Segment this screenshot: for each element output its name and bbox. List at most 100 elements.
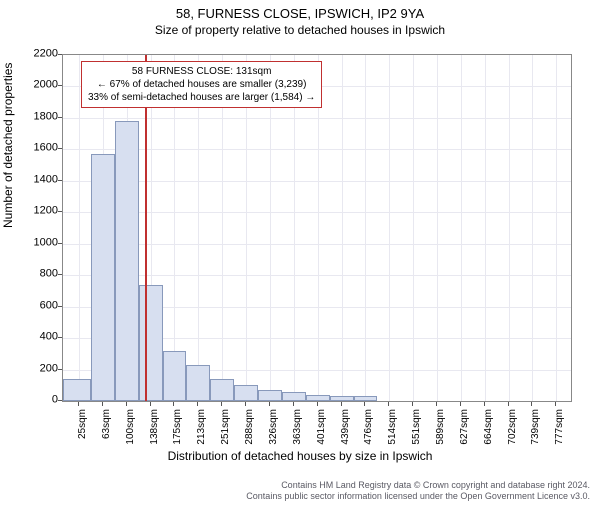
- xtick-mark: [126, 402, 127, 406]
- gridline-v: [342, 55, 343, 401]
- ytick-label: 1800: [18, 111, 58, 122]
- xtick-mark: [388, 402, 389, 406]
- ytick-mark: [58, 117, 62, 118]
- xtick-label: 739sqm: [531, 409, 541, 445]
- ytick-label: 200: [18, 363, 58, 374]
- histogram-bar: [330, 396, 354, 402]
- histogram-bar: [306, 395, 330, 401]
- y-axis-label: Number of detached properties: [1, 63, 15, 228]
- xtick-mark: [508, 402, 509, 406]
- gridline-v: [413, 55, 414, 401]
- xtick-label: 401sqm: [317, 409, 327, 445]
- xtick-mark: [293, 402, 294, 406]
- xtick-label: 251sqm: [221, 409, 231, 445]
- xtick-mark: [221, 402, 222, 406]
- gridline-v: [485, 55, 486, 401]
- xtick-mark: [150, 402, 151, 406]
- histogram-bar: [139, 285, 163, 401]
- xtick-label: 476sqm: [364, 409, 374, 445]
- ytick-mark: [58, 54, 62, 55]
- xtick-mark: [531, 402, 532, 406]
- xtick-label: 25sqm: [78, 409, 88, 439]
- histogram-bar: [186, 365, 210, 401]
- xtick-label: 664sqm: [484, 409, 494, 445]
- chart-title: 58, FURNESS CLOSE, IPSWICH, IP2 9YA: [0, 6, 600, 21]
- ytick-label: 600: [18, 300, 58, 311]
- xtick-label: 777sqm: [555, 409, 565, 445]
- ytick-mark: [58, 369, 62, 370]
- chart-subtitle: Size of property relative to detached ho…: [0, 23, 600, 37]
- xtick-label: 439sqm: [341, 409, 351, 445]
- histogram-bar: [210, 379, 234, 401]
- gridline-v: [437, 55, 438, 401]
- ytick-label: 2000: [18, 80, 58, 91]
- xtick-label: 551sqm: [412, 409, 422, 445]
- xtick-mark: [436, 402, 437, 406]
- xtick-label: 63sqm: [102, 409, 112, 439]
- xtick-mark: [555, 402, 556, 406]
- gridline-v: [532, 55, 533, 401]
- xtick-label: 100sqm: [126, 409, 136, 445]
- xtick-mark: [364, 402, 365, 406]
- ytick-mark: [58, 243, 62, 244]
- annotation-line3: 33% of semi-detached houses are larger (…: [88, 91, 315, 104]
- histogram-bar: [282, 392, 305, 401]
- gridline-v: [365, 55, 366, 401]
- ytick-mark: [58, 211, 62, 212]
- ytick-label: 1000: [18, 237, 58, 248]
- xtick-label: 138sqm: [150, 409, 160, 445]
- histogram-bar: [354, 396, 377, 401]
- ytick-label: 1600: [18, 143, 58, 154]
- plot-area: 58 FURNESS CLOSE: 131sqm ← 67% of detach…: [62, 54, 572, 402]
- histogram-bar: [63, 379, 91, 401]
- ytick-mark: [58, 274, 62, 275]
- xtick-label: 213sqm: [197, 409, 207, 445]
- ytick-mark: [58, 337, 62, 338]
- xtick-mark: [484, 402, 485, 406]
- histogram-bar: [115, 121, 138, 401]
- xtick-label: 627sqm: [460, 409, 470, 445]
- footer-line2: Contains public sector information licen…: [246, 491, 590, 502]
- histogram-bar: [234, 385, 257, 402]
- ytick-label: 1200: [18, 206, 58, 217]
- gridline-v: [389, 55, 390, 401]
- ytick-label: 400: [18, 332, 58, 343]
- xtick-mark: [78, 402, 79, 406]
- ytick-mark: [58, 180, 62, 181]
- ytick-mark: [58, 306, 62, 307]
- gridline-v: [556, 55, 557, 401]
- gridline-v: [461, 55, 462, 401]
- chart-container: 58, FURNESS CLOSE, IPSWICH, IP2 9YA Size…: [0, 6, 600, 506]
- xtick-mark: [173, 402, 174, 406]
- annotation-line2: ← 67% of detached houses are smaller (3,…: [88, 78, 315, 91]
- histogram-bar: [258, 390, 282, 401]
- xtick-label: 363sqm: [293, 409, 303, 445]
- xtick-mark: [341, 402, 342, 406]
- xtick-mark: [102, 402, 103, 406]
- xtick-mark: [269, 402, 270, 406]
- ytick-label: 0: [18, 395, 58, 406]
- gridline-v: [79, 55, 80, 401]
- histogram-bar: [91, 154, 115, 401]
- ytick-mark: [58, 148, 62, 149]
- xtick-mark: [460, 402, 461, 406]
- xtick-label: 589sqm: [436, 409, 446, 445]
- annotation-line1: 58 FURNESS CLOSE: 131sqm: [88, 65, 315, 78]
- xtick-mark: [412, 402, 413, 406]
- xtick-label: 175sqm: [173, 409, 183, 445]
- ytick-label: 2200: [18, 49, 58, 60]
- footer-line1: Contains HM Land Registry data © Crown c…: [246, 480, 590, 491]
- ytick-mark: [58, 400, 62, 401]
- histogram-bar: [163, 351, 186, 401]
- xtick-label: 702sqm: [508, 409, 518, 445]
- xtick-mark: [245, 402, 246, 406]
- annotation-box: 58 FURNESS CLOSE: 131sqm ← 67% of detach…: [81, 61, 322, 108]
- xtick-mark: [317, 402, 318, 406]
- xtick-mark: [197, 402, 198, 406]
- xtick-label: 288sqm: [245, 409, 255, 445]
- x-axis-label: Distribution of detached houses by size …: [0, 449, 600, 463]
- ytick-mark: [58, 85, 62, 86]
- xtick-label: 514sqm: [388, 409, 398, 445]
- gridline-v: [509, 55, 510, 401]
- ytick-label: 800: [18, 269, 58, 280]
